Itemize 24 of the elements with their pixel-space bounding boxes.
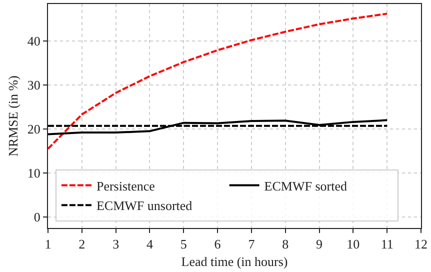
x-tick-label: 12 — [414, 236, 428, 252]
x-tick-label: 7 — [248, 236, 256, 252]
x-tick-label: 11 — [380, 236, 394, 252]
legend-label: ECMWF unsorted — [96, 198, 193, 214]
x-tick-label: 9 — [316, 236, 323, 252]
x-tick-label: 10 — [346, 236, 360, 252]
x-tick-label: 2 — [78, 236, 86, 252]
x-tick-label: 8 — [282, 236, 289, 252]
line-series — [48, 12, 388, 150]
x-tick-label: 6 — [214, 236, 222, 252]
y-tick-label: 20 — [27, 122, 40, 137]
y-axis-title: NRMSE (in %) — [5, 76, 20, 156]
y-tick-label: 40 — [27, 34, 40, 49]
y-tick-label: 30 — [27, 78, 40, 93]
legend-label: ECMWF sorted — [264, 178, 348, 194]
x-tick-label: 5 — [180, 236, 187, 252]
x-tick-label: 1 — [44, 236, 52, 252]
y-tick-label: 0 — [34, 210, 40, 225]
y-tick-label: 10 — [27, 166, 40, 181]
line-series — [48, 119, 388, 136]
x-tick-label: 3 — [112, 236, 120, 252]
x-tick-label: 4 — [146, 236, 154, 252]
legend-label: Persistence — [96, 178, 156, 194]
x-axis-title: Lead time (in hours) — [181, 254, 288, 270]
